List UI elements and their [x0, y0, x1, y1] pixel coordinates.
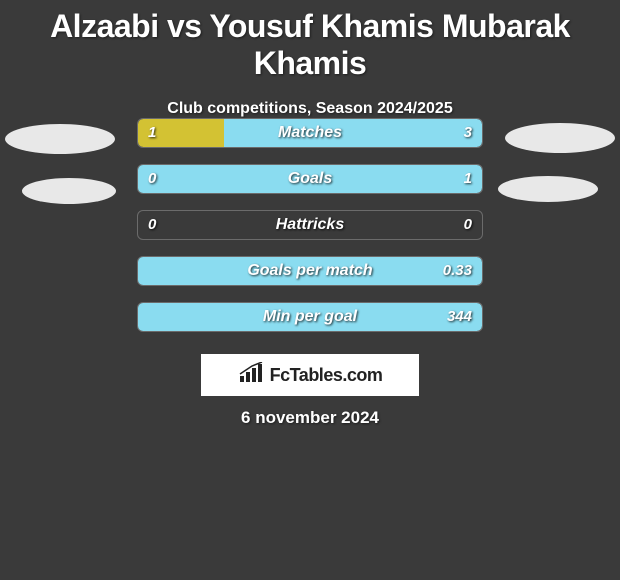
page-title: Alzaabi vs Yousuf Khamis Mubarak Khamis	[0, 0, 620, 82]
bar-value-right: 0	[464, 211, 472, 239]
bar-row-goals-per-match: Goals per match 0.33	[137, 256, 483, 286]
bar-row-hattricks: 0 Hattricks 0	[137, 210, 483, 240]
bar-row-goals: 0 Goals 1	[137, 164, 483, 194]
infographic-container: Alzaabi vs Yousuf Khamis Mubarak Khamis …	[0, 0, 620, 580]
subtitle: Club competitions, Season 2024/2025	[0, 100, 620, 118]
bar-value-right: 3	[464, 119, 472, 147]
comparison-chart: 1 Matches 3 0 Goals 1 0 Hattricks 0	[0, 118, 620, 348]
bar-label: Goals per match	[138, 257, 482, 285]
bar-value-right: 344	[447, 303, 472, 331]
bar-value-right: 0.33	[443, 257, 472, 285]
logo-box: FcTables.com	[201, 354, 419, 396]
bar-label: Hattricks	[138, 211, 482, 239]
avatar-placeholder-right-1	[505, 123, 615, 153]
bar-label: Goals	[138, 165, 482, 193]
bar-value-right: 1	[464, 165, 472, 193]
bar-label: Min per goal	[138, 303, 482, 331]
chart-icon	[238, 362, 266, 389]
avatar-placeholder-right-2	[498, 176, 598, 202]
avatar-placeholder-left-1	[5, 124, 115, 154]
bar-row-min-per-goal: Min per goal 344	[137, 302, 483, 332]
bar-label: Matches	[138, 119, 482, 147]
bars-group: 1 Matches 3 0 Goals 1 0 Hattricks 0	[137, 118, 483, 348]
avatar-placeholder-left-2	[22, 178, 116, 204]
date-label: 6 november 2024	[0, 408, 620, 428]
logo-text: FcTables.com	[270, 365, 383, 386]
bar-row-matches: 1 Matches 3	[137, 118, 483, 148]
